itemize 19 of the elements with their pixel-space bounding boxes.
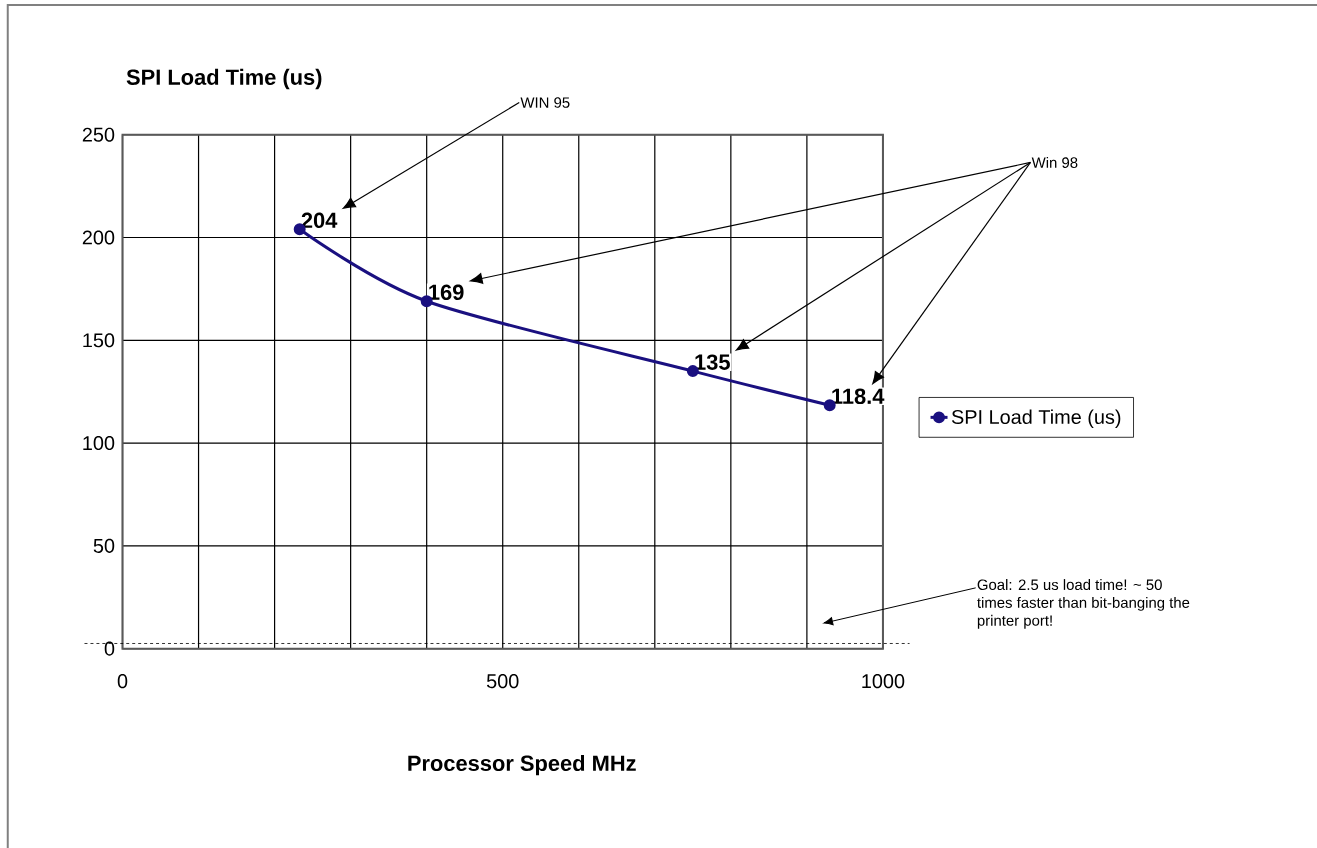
y-tick-label: 200 (82, 230, 115, 245)
chart-title: SPI Load Time (us) (126, 68, 322, 90)
data-label: 169 (429, 284, 464, 300)
data-label: 118.4 (832, 388, 885, 404)
y-tick-label: 100 (83, 435, 115, 450)
x-axis-title: Processor Speed MHz (408, 754, 636, 776)
y-tick-label: 150 (83, 333, 115, 348)
y-tick-label: 50 (93, 538, 115, 553)
legend-label: SPI Load Time (us) (951, 409, 1121, 428)
x-tick-label: 500 (486, 674, 519, 689)
y-tick-label: 250 (82, 127, 115, 142)
text: Win 98 (1031, 156, 1078, 168)
x-tick-label: 1000 (862, 674, 905, 689)
data-label: 135 (695, 354, 730, 370)
text: WIN 95 (520, 97, 570, 108)
x-tick-label: 0 (117, 674, 128, 689)
data-label: 204 (301, 212, 338, 228)
ref-line-label: Goal: 2.5 us load time! ~ 50 times faster than bit-banging the printer port! (977, 578, 1190, 629)
y-tick-label: 0 (104, 641, 115, 656)
